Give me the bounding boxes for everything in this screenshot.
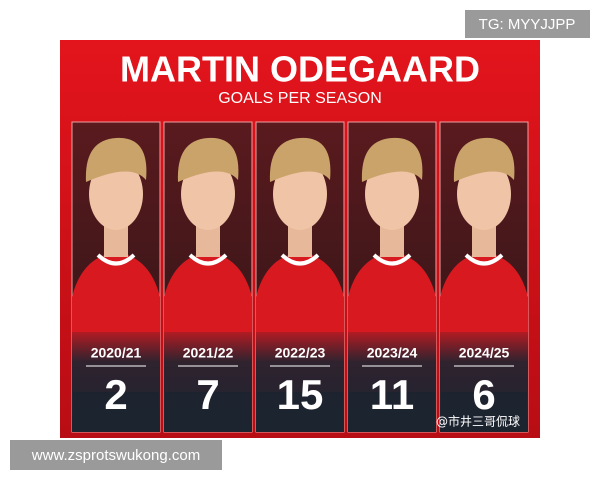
watermark-bottom: www.zsprotswukong.com bbox=[31, 447, 200, 464]
collar bbox=[464, 253, 504, 266]
hair bbox=[453, 137, 515, 182]
season-label: 2020/21 bbox=[91, 345, 142, 361]
season-label: 2023/24 bbox=[367, 345, 418, 361]
label-area bbox=[72, 332, 160, 432]
credit: @市井三哥侃球 bbox=[436, 414, 520, 429]
goals: 6 bbox=[472, 371, 495, 418]
watermark-box bbox=[10, 440, 222, 470]
collar bbox=[96, 253, 136, 266]
goals: 7 bbox=[196, 371, 219, 418]
hair bbox=[361, 137, 423, 182]
title: MARTIN ODEGAARD bbox=[120, 49, 480, 90]
label-area bbox=[256, 332, 344, 432]
goals: 15 bbox=[277, 371, 324, 418]
panels: 2020/21 2 2021/22 7 2022/23 15 2023/24 11 2024/2… bbox=[71, 121, 529, 433]
collar bbox=[372, 253, 412, 266]
hair bbox=[269, 137, 331, 182]
face bbox=[181, 158, 235, 230]
face bbox=[365, 158, 419, 230]
face bbox=[89, 158, 143, 230]
season-label: 2021/22 bbox=[183, 345, 234, 361]
collar bbox=[188, 253, 228, 266]
goals: 2 bbox=[104, 371, 127, 418]
label-area bbox=[348, 332, 436, 432]
collar bbox=[280, 253, 320, 266]
label-area bbox=[164, 332, 252, 432]
watermark-box bbox=[465, 10, 590, 38]
hair bbox=[85, 137, 147, 182]
watermark-top: TG: MYYJJPP bbox=[479, 16, 576, 33]
goals: 11 bbox=[370, 371, 414, 418]
season-label: 2024/25 bbox=[459, 345, 510, 361]
label-area bbox=[440, 332, 528, 432]
season-label: 2022/23 bbox=[275, 345, 326, 361]
face bbox=[273, 158, 327, 230]
subtitle: GOALS PER SEASON bbox=[218, 90, 382, 107]
hair bbox=[177, 137, 239, 182]
face bbox=[457, 158, 511, 230]
